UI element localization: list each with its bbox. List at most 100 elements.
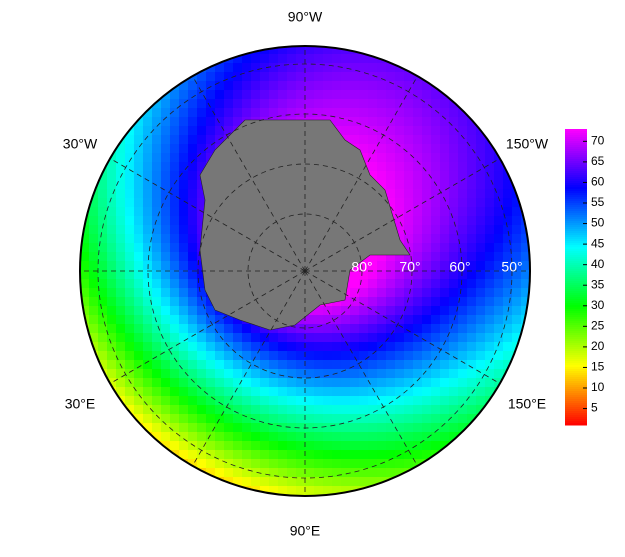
field-cell (134, 351, 144, 361)
field-cell (431, 378, 441, 388)
field-cell (188, 279, 198, 289)
field-cell (323, 90, 333, 100)
field-cell (377, 315, 387, 325)
field-cell (521, 126, 530, 136)
field-cell (467, 468, 477, 478)
field-cell (377, 387, 387, 397)
colorbar-step (565, 345, 587, 348)
field-cell (341, 306, 351, 316)
field-cell (269, 46, 279, 55)
field-cell (404, 486, 414, 496)
colorbar-step (565, 209, 587, 212)
field-cell (368, 261, 378, 271)
field-cell (449, 54, 459, 64)
field-cell (350, 279, 360, 289)
field-cell (278, 378, 288, 388)
colorbar-step (565, 353, 587, 356)
field-cell (206, 405, 216, 415)
field-cell (503, 261, 513, 271)
field-cell (206, 378, 216, 388)
field-cell (224, 117, 234, 127)
field-cell (467, 306, 477, 316)
field-cell (422, 153, 432, 163)
field-cell (485, 405, 495, 415)
colorbar-step (565, 251, 587, 254)
field-cell (413, 279, 423, 289)
field-cell (359, 387, 369, 397)
field-cell (404, 81, 414, 91)
field-cell (440, 288, 450, 298)
lat-circle (197, 163, 413, 379)
field-cell (449, 225, 459, 235)
field-cell (152, 432, 162, 442)
field-cell (251, 423, 261, 433)
field-cell (143, 162, 153, 172)
field-cell (134, 297, 144, 307)
field-cell (431, 405, 441, 415)
lon-label: 90°E (290, 523, 321, 539)
field-cell (224, 108, 234, 118)
field-cell (476, 306, 486, 316)
field-cell (260, 342, 270, 352)
field-cell (323, 342, 333, 352)
colorbar-step (565, 157, 587, 160)
field-cell (143, 243, 153, 253)
field-cell (467, 207, 477, 217)
field-cell (485, 297, 495, 307)
field-cell (161, 405, 171, 415)
field-cell (296, 378, 306, 388)
field-cell (197, 414, 207, 424)
field-cell (134, 270, 144, 280)
field-cell (485, 324, 495, 334)
field-cell (278, 324, 288, 334)
field-cell (404, 46, 414, 55)
colorbar-step (565, 303, 587, 306)
field-cell (143, 324, 153, 334)
field-cell (350, 423, 360, 433)
field-cell (314, 423, 324, 433)
field-cell (197, 288, 207, 298)
field-cell (233, 360, 243, 370)
field-cell (485, 279, 495, 289)
field-cell (269, 81, 279, 91)
field-cell (422, 189, 432, 199)
field-cell (188, 189, 198, 199)
field-cell (413, 477, 423, 487)
colorbar-step (565, 297, 587, 300)
field-cell (287, 369, 297, 379)
field-cell (224, 387, 234, 397)
field-cell (476, 144, 486, 154)
colorbar-step (565, 341, 587, 344)
field-cell (260, 405, 270, 415)
field-cell (89, 171, 99, 181)
field-cell (89, 441, 99, 451)
field-cell (80, 117, 90, 127)
field-cell (197, 90, 207, 100)
field-cell (485, 90, 495, 100)
field-cell (143, 171, 153, 181)
field-cell (467, 243, 477, 253)
field-cell (503, 46, 513, 55)
field-cell (296, 63, 306, 73)
field-cell (431, 162, 441, 172)
field-cell (134, 225, 144, 235)
field-cell (116, 117, 126, 127)
field-cell (89, 198, 99, 208)
field-cell (377, 72, 387, 82)
field-cell (413, 288, 423, 298)
field-cell (431, 288, 441, 298)
field-cell (395, 486, 405, 496)
field-cell (521, 288, 530, 298)
field-cell (458, 360, 468, 370)
field-cell (296, 108, 306, 118)
field-cell (485, 162, 495, 172)
field-cell (485, 108, 495, 118)
field-cell (476, 396, 486, 406)
field-cell (440, 189, 450, 199)
field-cell (494, 135, 504, 145)
field-cell (359, 360, 369, 370)
field-cell (530, 117, 540, 127)
field-cell (503, 288, 513, 298)
field-cell (251, 450, 261, 460)
field-cell (413, 315, 423, 325)
